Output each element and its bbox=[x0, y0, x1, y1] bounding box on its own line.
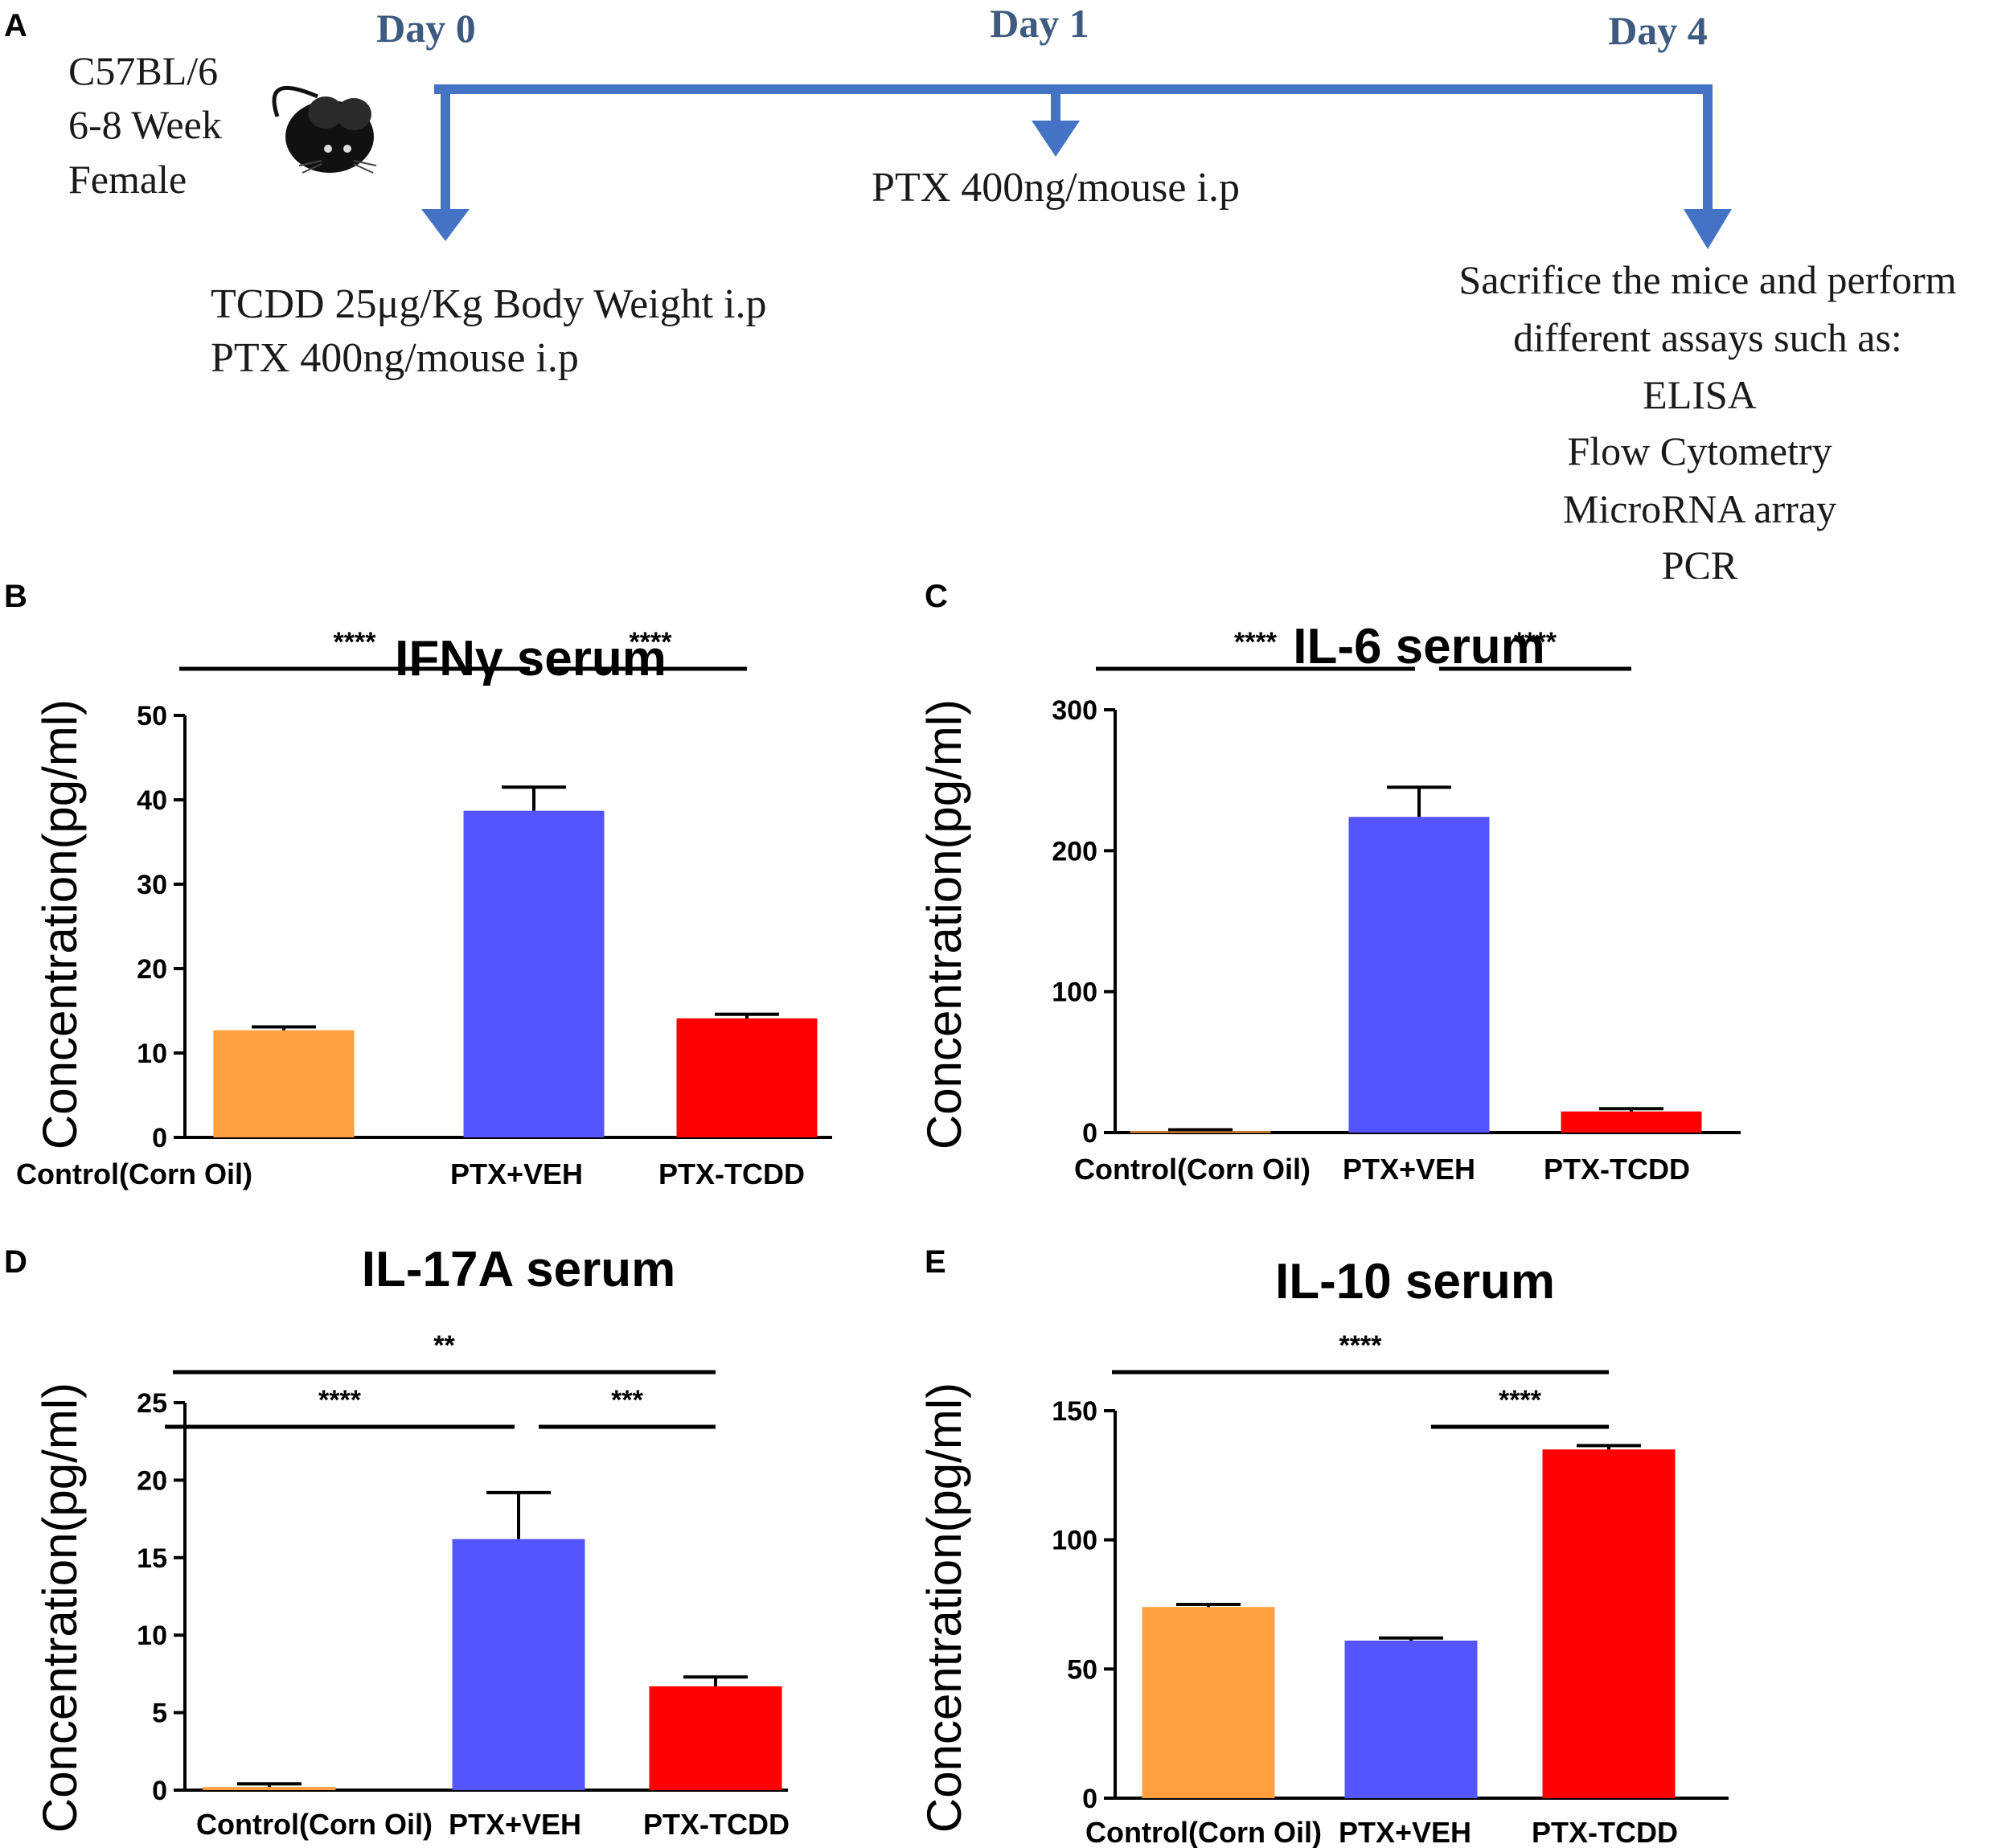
timeline-arrows bbox=[421, 84, 1732, 249]
timeline-panel: A C57BL/6 6-8 Week Female Day 0 Day 1 Da… bbox=[4, 1, 1957, 579]
y-tick-label: 25 bbox=[137, 1388, 167, 1419]
y-tick-label: 100 bbox=[1052, 1526, 1097, 1556]
y-tick-label: 0 bbox=[1082, 1784, 1097, 1814]
significance-label: *** bbox=[611, 1385, 643, 1416]
y-tick-label: 200 bbox=[1052, 836, 1097, 867]
y-tick-label: 20 bbox=[137, 1465, 167, 1496]
y-tick-label: 20 bbox=[137, 954, 167, 985]
day-0-treatment: TCDD 25μg/Kg Body Weight i.p bbox=[211, 281, 767, 327]
y-tick-label: 50 bbox=[137, 701, 167, 731]
bar bbox=[1561, 1111, 1702, 1133]
y-tick-label: 30 bbox=[137, 870, 167, 900]
bar bbox=[452, 1539, 585, 1790]
day-1-treatment: PTX 400ng/mouse i.p bbox=[872, 165, 1240, 211]
bar bbox=[463, 810, 605, 1137]
bar bbox=[203, 1787, 336, 1790]
day-4-label: Day 4 bbox=[1608, 8, 1708, 53]
significance-label: **** bbox=[1339, 1330, 1383, 1361]
day-0-treatment: PTX 400ng/mouse i.p bbox=[211, 335, 579, 381]
panel-label: D bbox=[4, 1244, 27, 1280]
day-4-text: MicroRNA array bbox=[1563, 486, 1836, 531]
category-label: Control(Corn Oil) bbox=[16, 1158, 252, 1190]
category-label: PTX+VEH bbox=[1343, 1153, 1475, 1186]
significance-label: **** bbox=[630, 627, 673, 658]
significance-label: **** bbox=[334, 627, 377, 658]
significance-label: **** bbox=[1514, 627, 1557, 658]
day-4-text: Flow Cytometry bbox=[1567, 428, 1832, 473]
mouse-age: 6-8 Week bbox=[68, 102, 222, 147]
day-4-text: ELISA bbox=[1643, 372, 1757, 417]
day-0-label: Day 0 bbox=[376, 6, 476, 51]
mouse-icon bbox=[272, 86, 377, 174]
arrow-day-4 bbox=[1703, 84, 1713, 213]
bar bbox=[1542, 1449, 1676, 1798]
y-axis-label: Concentration(pg/ml) bbox=[917, 699, 971, 1149]
bar bbox=[1130, 1131, 1271, 1133]
y-tick-label: 40 bbox=[137, 785, 167, 816]
y-tick-label: 0 bbox=[152, 1776, 167, 1806]
bar bbox=[649, 1686, 782, 1790]
panel-label-a: A bbox=[4, 8, 27, 43]
category-label: PTX+VEH bbox=[450, 1158, 583, 1190]
category-label: Control(Corn Oil) bbox=[1085, 1816, 1322, 1848]
category-label: Control(Corn Oil) bbox=[196, 1808, 433, 1841]
panel-label: E bbox=[925, 1244, 946, 1280]
y-tick-label: 300 bbox=[1052, 695, 1097, 726]
y-tick-label: 50 bbox=[1067, 1654, 1097, 1685]
mouse-strain: C57BL/6 bbox=[68, 48, 218, 93]
arrow-day-1 bbox=[1051, 84, 1060, 125]
panel-label: C bbox=[925, 579, 948, 614]
panel-label: B bbox=[4, 579, 27, 614]
y-tick-label: 150 bbox=[1052, 1396, 1097, 1427]
y-axis-label: Concentration(pg/ml) bbox=[33, 1383, 87, 1833]
day-1-label: Day 1 bbox=[990, 1, 1089, 46]
category-label: PTX-TCDD bbox=[1532, 1816, 1678, 1848]
bar bbox=[1142, 1607, 1275, 1798]
chart-title: IL-17A serum bbox=[362, 1242, 676, 1297]
bar bbox=[676, 1018, 818, 1137]
category-label: PTX-TCDD bbox=[658, 1158, 805, 1190]
bar bbox=[1344, 1640, 1478, 1798]
y-tick-label: 10 bbox=[137, 1039, 167, 1069]
significance-label: **** bbox=[1234, 627, 1278, 658]
bar bbox=[1348, 817, 1490, 1133]
category-label: Control(Corn Oil) bbox=[1074, 1153, 1311, 1186]
category-label: PTX-TCDD bbox=[643, 1808, 790, 1841]
category-label: PTX+VEH bbox=[449, 1808, 581, 1841]
y-tick-label: 0 bbox=[152, 1123, 167, 1153]
chart-title: IFNγ serum bbox=[395, 631, 667, 686]
y-tick-label: 15 bbox=[137, 1543, 167, 1574]
chart-title: IL-10 serum bbox=[1275, 1254, 1555, 1309]
day-4-text: different assays such as: bbox=[1513, 315, 1902, 360]
day-4-text: PCR bbox=[1662, 543, 1738, 579]
y-tick-label: 100 bbox=[1052, 977, 1097, 1008]
y-tick-label: 0 bbox=[1082, 1118, 1097, 1149]
y-axis-label: Concentration(pg/ml) bbox=[33, 699, 87, 1149]
timeline-bar bbox=[434, 84, 1713, 94]
category-label: PTX+VEH bbox=[1339, 1816, 1471, 1848]
y-axis-label: Concentration(pg/ml) bbox=[917, 1383, 971, 1833]
y-tick-label: 5 bbox=[152, 1698, 167, 1729]
significance-label: **** bbox=[318, 1385, 362, 1416]
significance-label: ** bbox=[433, 1330, 455, 1361]
bar bbox=[213, 1030, 355, 1137]
category-label: PTX-TCDD bbox=[1544, 1153, 1690, 1186]
arrow-day-0 bbox=[441, 84, 450, 213]
mouse-sex: Female bbox=[68, 157, 187, 202]
chart-title: IL-6 serum bbox=[1293, 619, 1545, 674]
significance-label: **** bbox=[1499, 1385, 1542, 1416]
y-tick-label: 10 bbox=[137, 1621, 167, 1651]
day-4-text: Sacrifice the mice and perform bbox=[1458, 257, 1956, 302]
